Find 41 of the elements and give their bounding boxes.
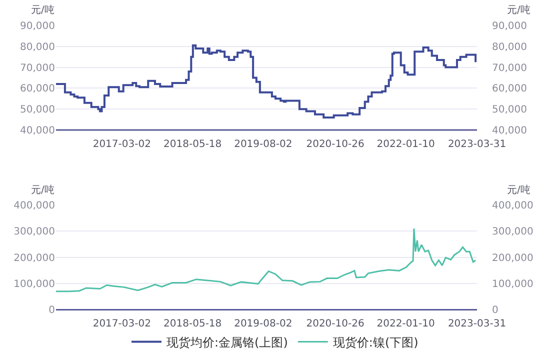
y-tick-label: 60,000 [20,84,55,95]
y2-tick-label: 60,000 [492,84,527,95]
y2-tick-label: 200,000 [492,252,534,264]
x-tick-label: 2019-08-02 [234,139,292,150]
x-tick-label: 2019-08-02 [234,318,292,330]
x-tick-label: 2017-03-02 [92,318,151,330]
y-tick-label: 400,000 [14,200,55,212]
y-tick-label: 50,000 [20,104,55,116]
y2-tick-label: 400,000 [492,200,534,212]
y-tick-label: 80,000 [20,42,55,53]
y2-axis-title: 元/吨 [507,184,530,196]
legend-label: 现货均价:金属铬(上图) [166,335,288,350]
y2-axis-title: 元/吨 [507,4,530,16]
y-tick-label: 0 [48,305,55,316]
x-tick-label: 2018-05-18 [164,139,222,150]
x-tick-label: 2020-10-26 [306,139,364,150]
y-tick-label: 100,000 [14,279,55,290]
y-tick-label: 40,000 [20,126,55,136]
y-tick-label: 200,000 [14,252,55,264]
y-axis-title: 元/吨 [31,4,54,16]
y-tick-label: 90,000 [20,21,55,32]
y2-tick-label: 100,000 [492,279,534,290]
y2-tick-label: 80,000 [492,42,527,53]
line-series [56,228,476,292]
y2-tick-label: 0 [492,305,498,316]
x-tick-label: 2023-03-31 [448,139,506,150]
y-axis-title: 元/吨 [31,184,54,196]
y2-tick-label: 40,000 [492,126,527,136]
y2-tick-label: 70,000 [492,62,527,74]
x-tick-label: 2018-05-18 [164,318,222,330]
x-tick-label: 2022-01-10 [376,318,435,330]
x-tick-label: 2020-10-26 [306,318,364,330]
y2-tick-label: 300,000 [492,226,534,238]
legend-label: 现货价:镍(下图) [332,335,418,350]
x-tick-label: 2017-03-02 [92,139,151,150]
x-tick-label: 2023-03-31 [448,318,506,330]
y2-tick-label: 50,000 [492,104,527,116]
x-tick-label: 2022-01-10 [376,139,435,150]
y-tick-label: 300,000 [14,226,55,238]
y-tick-label: 70,000 [20,62,55,74]
y2-tick-label: 90,000 [492,21,527,32]
